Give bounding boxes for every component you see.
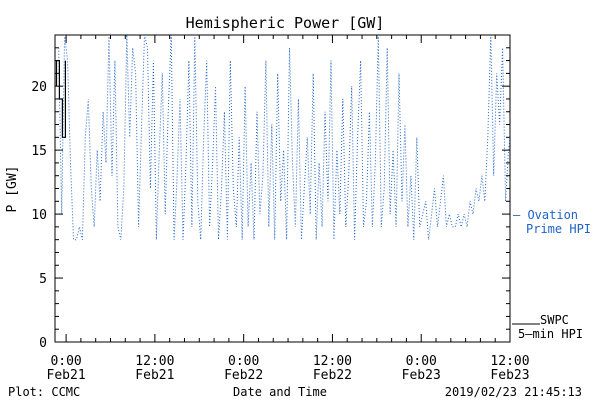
series-line-swpc-5min-hpi xyxy=(55,59,67,138)
x-tick-time-label: 0:00 xyxy=(406,354,437,369)
legend-ovation-label: Prime HPI xyxy=(526,222,591,236)
x-tick-date-label: Feb23 xyxy=(490,368,529,383)
footer-center: Date and Time xyxy=(233,385,327,399)
x-tick-time-label: 12:00 xyxy=(135,354,174,369)
footer-left: Plot: CCMC xyxy=(8,385,80,399)
y-tick-label: 20 xyxy=(31,80,47,95)
plot-frame xyxy=(54,34,511,343)
legend-swpc-label: 5—min HPI xyxy=(518,327,583,341)
series-layer xyxy=(55,35,510,241)
x-tick-date-label: Feb22 xyxy=(224,368,263,383)
plot-border xyxy=(54,34,511,343)
y-tick-label: 5 xyxy=(39,272,47,287)
y-axis: 0 5 10 15 20 xyxy=(31,34,510,351)
y-axis-label: P [GW] xyxy=(5,166,20,213)
x-tick-time-label: 0:00 xyxy=(228,354,259,369)
x-tick-time-label: 0:00 xyxy=(50,354,81,369)
y-tick-label: 10 xyxy=(31,208,47,223)
x-tick-time-label: 12:00 xyxy=(313,354,352,369)
legend-ovation-label: — Ovation xyxy=(513,208,578,222)
series-line-ovation-prime-hpi xyxy=(58,35,510,241)
x-tick-date-label: Feb21 xyxy=(47,368,86,383)
y-tick-label: 15 xyxy=(31,144,47,159)
footer-right: 2019/02/23 21:45:13 xyxy=(445,385,582,399)
x-axis: 0:00Feb2112:00Feb210:00Feb2212:00Feb220:… xyxy=(47,35,530,383)
x-tick-date-label: Feb21 xyxy=(135,368,174,383)
x-tick-date-label: Feb23 xyxy=(402,368,441,383)
chart-title: Hemispheric Power [GW] xyxy=(186,14,385,32)
y-tick-label: 0 xyxy=(39,336,47,351)
legend-swpc-label: SWPC xyxy=(540,313,569,327)
x-tick-date-label: Feb22 xyxy=(313,368,352,383)
x-tick-time-label: 12:00 xyxy=(490,354,529,369)
